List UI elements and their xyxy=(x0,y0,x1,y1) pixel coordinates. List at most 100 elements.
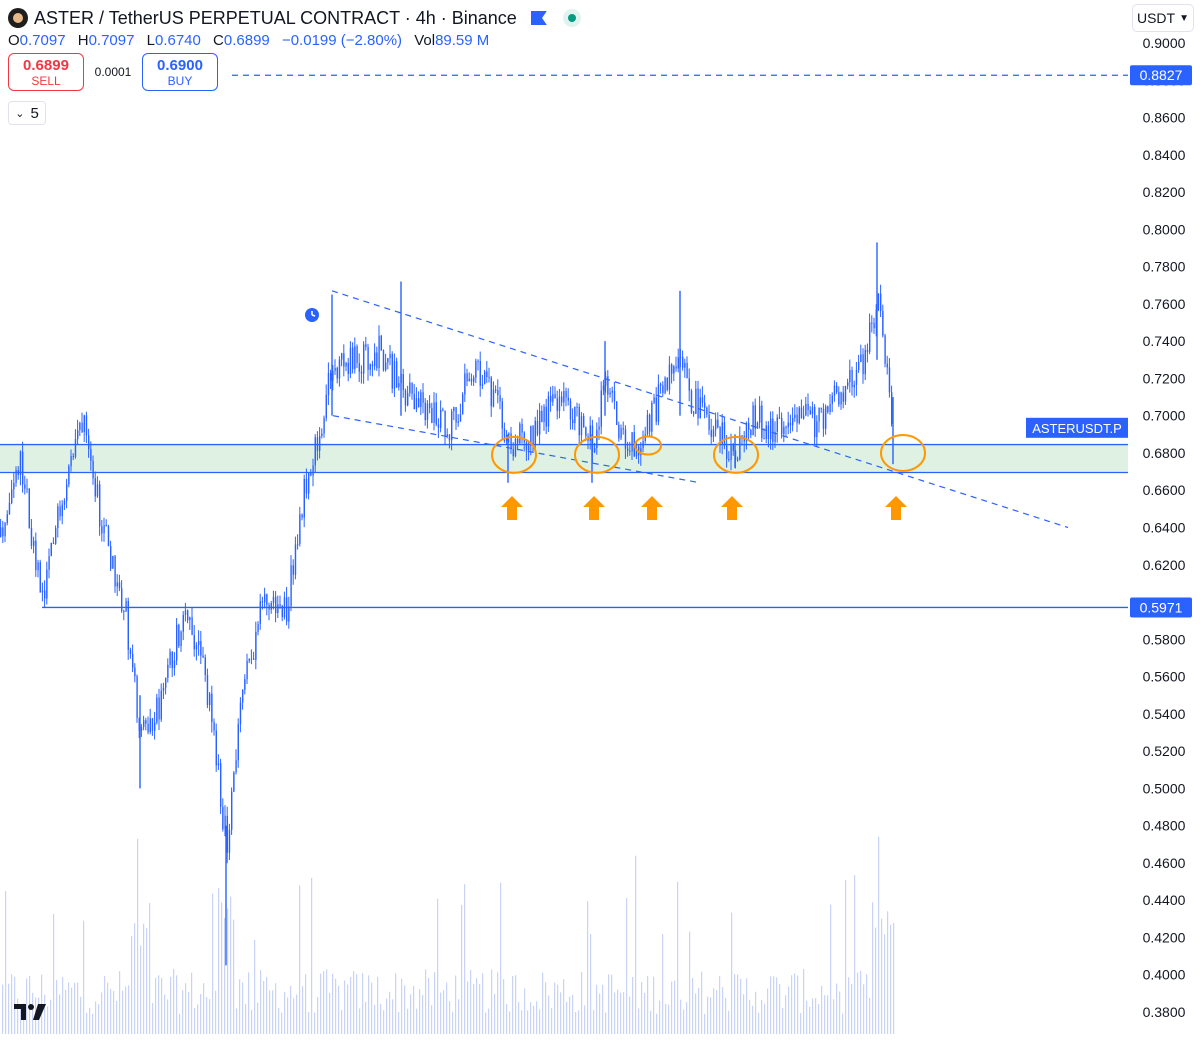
candle-body xyxy=(99,484,101,527)
candle-body xyxy=(312,465,314,476)
candle-body xyxy=(178,624,180,646)
buy-button[interactable]: 0.6900 BUY xyxy=(142,53,218,91)
candle-body xyxy=(171,651,173,669)
symbol-title[interactable]: ASTER / TetherUS PERPETUAL CONTRACT · 4h… xyxy=(34,7,517,28)
volume-bar xyxy=(137,838,139,1034)
candle-body xyxy=(17,469,19,475)
candle-body xyxy=(602,385,605,391)
volume-bar xyxy=(779,984,781,1034)
volume-bar xyxy=(110,989,112,1034)
volume-bar xyxy=(677,881,679,1034)
candle-body xyxy=(730,444,732,460)
candle-body xyxy=(767,425,770,440)
candle-body xyxy=(776,417,778,432)
candle-body xyxy=(275,596,277,614)
volume-bar xyxy=(545,982,547,1034)
candle-body xyxy=(393,361,396,389)
volume-bar xyxy=(692,978,694,1034)
volume-bar xyxy=(437,898,439,1034)
candle-body xyxy=(63,500,66,505)
volume-bar xyxy=(827,995,829,1034)
candle-body xyxy=(594,448,596,453)
candle-body xyxy=(891,392,893,425)
volume-bar xyxy=(743,994,745,1034)
volume-bar xyxy=(515,975,517,1034)
candle-body xyxy=(488,377,490,379)
candle-body xyxy=(79,422,81,431)
candle-body xyxy=(220,763,222,807)
volume-bar xyxy=(563,979,565,1034)
alarm-icon[interactable] xyxy=(305,308,319,322)
price-axis[interactable]: 0.90000.88000.86000.84000.82000.80000.78… xyxy=(1128,0,1200,1040)
change-value: −0.0199 (−2.80%) xyxy=(281,32,403,49)
candle-body xyxy=(33,540,35,546)
volume-bar xyxy=(254,939,256,1034)
candle-body xyxy=(154,722,156,731)
candle-body xyxy=(580,416,583,436)
candle-body xyxy=(726,445,728,459)
candle-body xyxy=(103,525,105,534)
volume-bar xyxy=(722,987,724,1034)
volume-bar xyxy=(236,1008,238,1034)
candle-body xyxy=(59,506,61,517)
candle-body xyxy=(693,412,695,414)
volume-bar xyxy=(701,971,703,1034)
candle-body xyxy=(385,362,387,371)
volume-bar xyxy=(299,885,301,1034)
candle-body xyxy=(145,720,147,724)
volume-bar xyxy=(482,973,484,1034)
volume-bar xyxy=(596,984,598,1034)
candle-body xyxy=(325,394,327,419)
candle-body xyxy=(299,514,301,544)
candle-body xyxy=(825,406,827,429)
volume-bar xyxy=(335,978,337,1034)
volume-bar xyxy=(62,977,64,1034)
candle-body xyxy=(358,363,360,372)
volume-bar xyxy=(767,988,769,1034)
volume-bar xyxy=(296,994,298,1034)
candle-body xyxy=(666,377,668,390)
candle-body xyxy=(649,414,651,432)
volume-bar xyxy=(59,994,61,1034)
price-label-box xyxy=(1130,65,1192,86)
volume-bar xyxy=(470,969,472,1034)
candle-body xyxy=(127,600,129,650)
candle-body xyxy=(347,362,349,374)
candle-body xyxy=(745,422,748,442)
volume-bar xyxy=(638,1008,640,1034)
volume-bar xyxy=(602,984,604,1034)
volume-bar xyxy=(428,978,430,1034)
flag-icon[interactable] xyxy=(530,11,547,25)
candle-body xyxy=(215,730,217,766)
volume-bar xyxy=(131,936,133,1034)
candle-body xyxy=(402,374,404,391)
candle-body xyxy=(136,676,138,719)
candle-body xyxy=(574,406,576,424)
candle-body xyxy=(583,416,585,428)
candle-body xyxy=(774,431,776,442)
candle-body xyxy=(684,362,686,368)
candle-body xyxy=(820,407,822,409)
volume-bar xyxy=(95,1001,97,1034)
candle-body xyxy=(569,400,572,420)
currency-selector[interactable]: USDT ▼ xyxy=(1132,4,1194,32)
tradingview-logo-icon[interactable] xyxy=(12,1000,50,1024)
highlight-circle-0 xyxy=(491,435,537,474)
candle-body xyxy=(55,528,57,544)
candle-body xyxy=(354,346,356,370)
volume-bar xyxy=(509,1011,511,1034)
candle-body xyxy=(396,361,398,388)
volume-bar xyxy=(815,998,817,1034)
candle-body xyxy=(618,424,620,439)
sell-button[interactable]: 0.6899 SELL xyxy=(8,53,84,91)
volume-bar xyxy=(284,991,286,1034)
volume-bar xyxy=(263,981,265,1034)
candle-body xyxy=(484,371,486,385)
volume-bar xyxy=(656,1013,658,1034)
candle-body xyxy=(83,415,85,433)
highlight-circle-2 xyxy=(634,435,662,456)
candle-body xyxy=(673,366,675,374)
candle-body xyxy=(862,354,864,375)
collapse-indicators-button[interactable]: ⌄ 5 xyxy=(8,101,46,125)
